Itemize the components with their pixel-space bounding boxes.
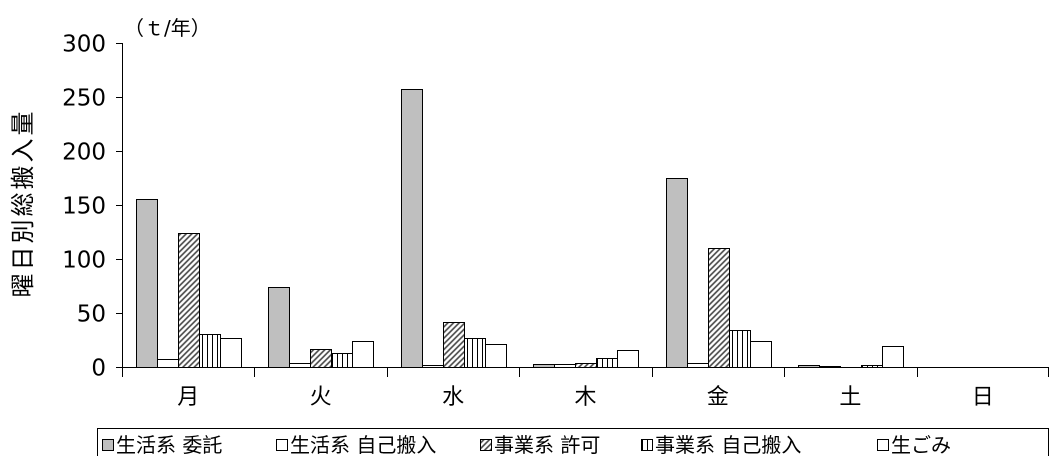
bar-series-3-category-1 xyxy=(178,233,200,368)
y-axis-unit: （ｔ/年） xyxy=(124,16,211,40)
legend-swatch-2 xyxy=(276,439,288,451)
bar-series-4-category-2 xyxy=(331,353,353,368)
y-axis-title: 曜日別総搬入量 xyxy=(9,109,37,298)
legend-label-4: 事業系 自己搬入 xyxy=(655,433,801,456)
bar-series-4-category-3 xyxy=(464,338,486,368)
bar-series-3-category-3 xyxy=(443,322,465,368)
bar-series-2-category-2 xyxy=(289,363,311,368)
y-tick-label: 150 xyxy=(62,194,106,220)
y-tick-label: 250 xyxy=(62,86,106,112)
legend-label-5: 生ごみ xyxy=(891,433,951,456)
bar-series-5-category-2 xyxy=(352,341,374,368)
y-tick-label: 300 xyxy=(62,32,106,58)
bar-series-3-category-2 xyxy=(310,349,332,368)
x-category-label: 火 xyxy=(310,385,332,410)
bar-series-5-category-1 xyxy=(220,338,242,368)
bar-series-2-category-5 xyxy=(687,363,709,368)
x-category-label: 木 xyxy=(574,385,596,410)
bar-series-5-category-4 xyxy=(617,350,639,368)
x-category-label: 日 xyxy=(972,385,994,410)
bar-series-5-category-3 xyxy=(485,344,507,368)
bar-series-5-category-6 xyxy=(882,346,904,368)
bar-series-3-category-4 xyxy=(575,363,597,368)
x-category-label: 水 xyxy=(442,385,464,410)
bar-series-1-category-1 xyxy=(136,199,158,368)
y-axis: 0 50 100 150 200 250 300 xyxy=(62,32,123,382)
legend-swatch-3 xyxy=(480,439,492,451)
bar-series-1-category-5 xyxy=(666,178,688,368)
legend-label-3: 事業系 許可 xyxy=(494,433,600,456)
legend-swatch-4 xyxy=(641,439,653,451)
bar-series-3-category-5 xyxy=(708,248,730,368)
x-category-label: 金 xyxy=(707,385,729,410)
legend-label-1: 生活系 委託 xyxy=(116,433,222,456)
x-category-label: 月 xyxy=(177,385,199,410)
x-axis: 月火水木金土日 xyxy=(122,367,1049,410)
y-tick-label: 50 xyxy=(77,302,106,328)
y-tick-label: 100 xyxy=(62,248,106,274)
bar-series-1-category-2 xyxy=(268,287,290,368)
bar-series-4-category-5 xyxy=(729,330,751,368)
bar-series-1-category-3 xyxy=(401,89,423,368)
y-tick-label: 0 xyxy=(91,356,106,382)
bar-series-5-category-5 xyxy=(750,341,772,368)
bar-series-4-category-4 xyxy=(596,358,618,368)
legend-swatch-5 xyxy=(877,439,889,451)
y-tick-label: 200 xyxy=(62,140,106,166)
bar-series-2-category-1 xyxy=(157,359,179,368)
legend: 生活系 委託 生活系 自己搬入 事業系 許可 事業系 自己搬入 生ごみ xyxy=(97,428,1049,456)
legend-label-2: 生活系 自己搬入 xyxy=(290,433,436,456)
x-category-label: 土 xyxy=(839,385,861,410)
legend-swatch-1 xyxy=(102,439,114,451)
bar-series-4-category-1 xyxy=(199,334,221,368)
bar-series-group xyxy=(136,89,904,368)
